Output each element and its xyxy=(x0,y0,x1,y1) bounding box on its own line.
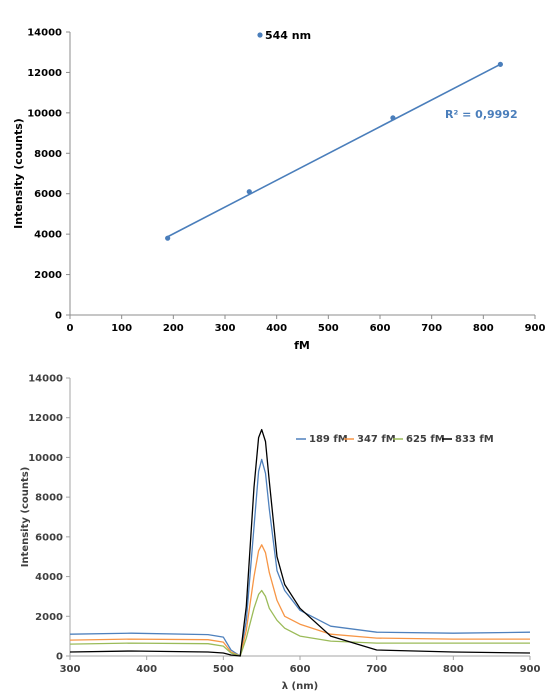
x-tick-label: 600 xyxy=(290,664,311,675)
y-tick-label: 2000 xyxy=(34,270,62,281)
x-tick-label: 700 xyxy=(366,664,387,675)
x-tick-label: 600 xyxy=(370,323,391,334)
x-tick-label: 500 xyxy=(213,664,234,675)
y-tick-label: 8000 xyxy=(34,149,62,160)
x-tick-label: 800 xyxy=(473,323,494,334)
spectra-chart: 0 2000 4000 6000 8000 10000 12000 14000 300 400 50… xyxy=(20,374,540,693)
x-tick-label: 800 xyxy=(443,664,464,675)
y-tick-label: 14000 xyxy=(27,28,62,39)
y-tick-label: 14000 xyxy=(28,374,63,385)
y-tick-label: 6000 xyxy=(35,532,63,543)
data-point xyxy=(246,189,252,195)
x-tick-label: 300 xyxy=(215,323,236,334)
x-axis-title: λ (nm) xyxy=(282,681,319,692)
y-tick-label: 4000 xyxy=(34,230,62,241)
y-axis-title: Intensity (counts) xyxy=(12,118,25,229)
x-tick-label: 400 xyxy=(266,323,287,334)
x-tick-label: 700 xyxy=(421,323,442,334)
y-axis-title: Intensity (counts) xyxy=(20,467,31,568)
x-tick-label: 200 xyxy=(163,323,184,334)
x-tick-label: 100 xyxy=(111,323,132,334)
x-tick-label: 300 xyxy=(60,664,81,675)
x-axis-title: fM xyxy=(294,339,310,352)
series-line-1 xyxy=(69,544,530,657)
x-tick-label: 0 xyxy=(67,323,74,334)
x-tick-label: 500 xyxy=(318,323,339,334)
y-tick-label: 8000 xyxy=(35,493,63,504)
legend-marker xyxy=(257,32,263,38)
y-tick-label: 4000 xyxy=(35,572,63,583)
legend-label: 833 fM xyxy=(455,434,494,445)
y-tick-label: 2000 xyxy=(35,612,63,623)
legend-label: 625 fM xyxy=(406,434,445,445)
data-point xyxy=(497,61,503,67)
x-tick-label: 400 xyxy=(136,664,157,675)
y-tick-label: 6000 xyxy=(34,189,62,200)
legend-label: 189 fM xyxy=(309,434,348,445)
legend-label: 544 nm xyxy=(265,29,311,42)
trendline xyxy=(167,63,501,238)
series-line-2 xyxy=(69,589,530,657)
series-line-0 xyxy=(69,458,531,657)
series-line-3 xyxy=(69,428,531,657)
y-tick-label: 12000 xyxy=(27,68,62,79)
calibration-chart: 0 2000 4000 6000 8000 10000 12000 14000 0 100 200 3… xyxy=(12,28,545,353)
y-tick-label: 0 xyxy=(55,311,62,322)
x-tick-label: 900 xyxy=(525,323,546,334)
r-squared-annotation: R² = 0,9992 xyxy=(445,108,518,121)
data-point xyxy=(165,235,171,241)
y-tick-label: 12000 xyxy=(28,413,63,424)
y-tick-label: 0 xyxy=(56,652,63,663)
legend-label: 347 fM xyxy=(357,434,396,445)
data-point xyxy=(390,115,396,121)
x-tick-label: 900 xyxy=(520,664,541,675)
y-tick-label: 10000 xyxy=(28,453,63,464)
y-tick-label: 10000 xyxy=(27,108,62,119)
